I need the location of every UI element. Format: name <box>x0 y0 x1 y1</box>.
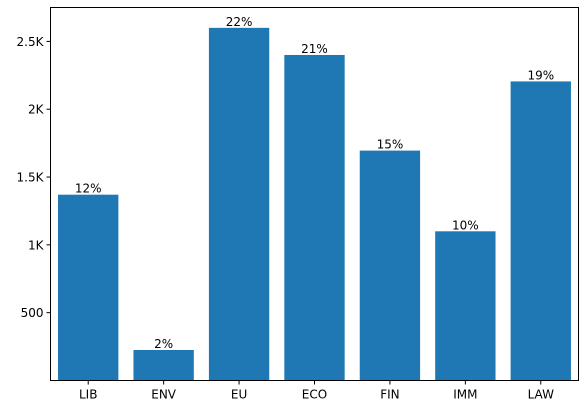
bars-group <box>58 27 571 381</box>
y-tick-label: 1K <box>28 238 45 252</box>
y-tick-label: 2K <box>28 103 45 117</box>
x-tick-label: ENV <box>151 388 177 402</box>
x-tick-label: IMM <box>453 388 477 402</box>
x-tick-label: ECO <box>302 388 327 402</box>
bar-data-label: 12% <box>75 182 102 196</box>
bar-labels-group: 12% 2% 22% 21% 15% 10% 19% <box>75 15 554 351</box>
bar-data-label: 19% <box>527 68 554 82</box>
y-axis: 500 1K 1.5K 2K 2.5K <box>17 35 51 320</box>
y-tick-label: 1.5K <box>17 171 45 185</box>
x-tick-label: LAW <box>528 388 555 402</box>
x-tick-label: EU <box>231 388 247 402</box>
x-axis: LIB ENV EU ECO FIN IMM LAW <box>79 380 555 402</box>
bar-lib <box>58 194 119 381</box>
plot-frame <box>50 7 579 381</box>
y-tick-label: 500 <box>21 306 44 320</box>
x-tick-label: FIN <box>380 388 399 402</box>
y-tick-label: 2.5K <box>17 35 45 49</box>
bar-imm <box>435 231 496 381</box>
bar-eu <box>208 27 270 381</box>
bar-data-label: 10% <box>452 218 479 232</box>
bar-data-label: 15% <box>377 138 404 152</box>
bar-law <box>510 81 571 381</box>
bar-data-label: 2% <box>154 337 173 351</box>
bar-eco <box>284 54 345 381</box>
bar-data-label: 22% <box>226 15 253 29</box>
bar-env <box>133 349 194 381</box>
bar-data-label: 21% <box>301 42 328 56</box>
bar-fin <box>359 150 421 381</box>
x-tick-label: LIB <box>79 388 97 402</box>
